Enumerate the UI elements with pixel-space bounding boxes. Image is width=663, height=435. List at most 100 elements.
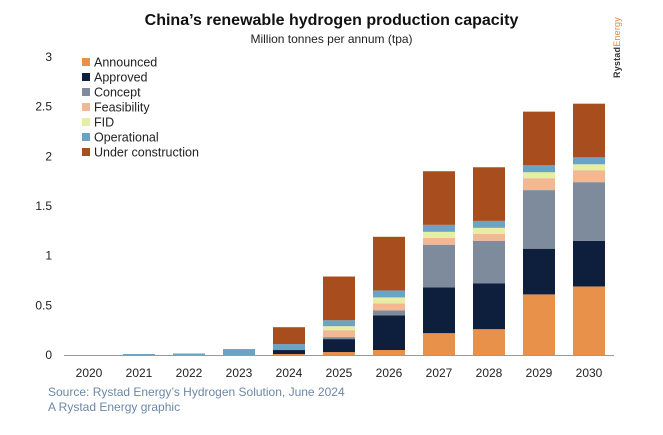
bar-segment-operational (523, 165, 555, 173)
bar-stack-2027 (423, 171, 455, 355)
y-tick-label: 1.5 (35, 199, 52, 213)
bar-segment-operational (473, 220, 505, 228)
legend-swatch (82, 88, 90, 96)
bar-stack-2029 (523, 111, 555, 355)
bar-stack-2030 (573, 103, 605, 355)
bar-segment-announced (323, 352, 355, 355)
bar-segment-announced (523, 294, 555, 355)
bar-segment-under-construction (573, 103, 605, 158)
bar-segment-fid (323, 326, 355, 331)
legend-swatch (82, 58, 90, 66)
y-tick-label: 2 (45, 149, 52, 163)
bar-stack-2028 (473, 167, 505, 355)
bar-segment-operational (223, 349, 255, 355)
bar-segment-concept (373, 310, 405, 316)
bar-segment-feasibility (373, 303, 405, 311)
source-note: Source: Rystad Energy’s Hydrogen Solutio… (48, 385, 345, 415)
bar-segment-operational (273, 344, 305, 351)
bar-segment-approved (523, 248, 555, 295)
x-tick-label: 2022 (176, 366, 203, 380)
bar-segment-announced (373, 350, 405, 355)
bar-segment-announced (423, 333, 455, 355)
x-tick-label: 2024 (276, 366, 303, 380)
bar-segment-feasibility (473, 233, 505, 241)
x-tick-label: 2023 (226, 366, 253, 380)
bar-segment-operational (123, 354, 155, 355)
bar-segment-approved (373, 315, 405, 351)
bar-segment-under-construction (423, 171, 455, 225)
bar-stack-2025 (323, 276, 355, 355)
legend-label: Concept (94, 86, 141, 100)
bar-segment-feasibility (523, 178, 555, 191)
bar-stack-2026 (373, 236, 405, 355)
legend-swatch (82, 118, 90, 126)
y-tick-label: 3 (45, 50, 52, 64)
chart-subtitle: Million tonnes per annum (tpa) (250, 32, 413, 46)
y-tick-label: 1 (45, 249, 52, 263)
legend-label: FID (94, 116, 114, 130)
bar-segment-concept (323, 337, 355, 340)
y-tick-label: 0.5 (35, 298, 52, 312)
bars (123, 103, 605, 355)
bar-stack-2024 (273, 327, 305, 355)
source-line: Source: Rystad Energy’s Hydrogen Solutio… (48, 385, 345, 399)
bar-segment-concept (473, 240, 505, 284)
bar-segment-operational (173, 353, 205, 355)
legend-label: Feasibility (94, 101, 150, 115)
bar-segment-approved (473, 283, 505, 330)
legend-swatch (82, 133, 90, 141)
x-tick-label: 2027 (426, 366, 453, 380)
bar-segment-under-construction (373, 236, 405, 291)
x-tick-label: 2025 (326, 366, 353, 380)
bar-segment-concept (423, 244, 455, 288)
legend: AnnouncedApprovedConceptFeasibilityFIDOp… (82, 56, 199, 160)
bar-segment-under-construction (473, 167, 505, 221)
bar-segment-under-construction (273, 327, 305, 345)
x-axis: 2020 2021 2022 2023 2024 2025 2026 2027 2028 2029… (64, 355, 614, 380)
bar-segment-approved (573, 240, 605, 287)
bar-segment-concept (523, 190, 555, 249)
bar-stack-2021 (123, 354, 155, 355)
chart-title: China’s renewable hydrogen production ca… (144, 12, 519, 29)
bar-segment-fid (373, 297, 405, 304)
x-tick-label: 2026 (376, 366, 403, 380)
bar-segment-fid (473, 227, 505, 234)
legend-swatch (82, 103, 90, 111)
y-tick-label: 0 (45, 348, 52, 362)
bar-segment-fid (523, 172, 555, 179)
legend-label: Announced (94, 56, 157, 70)
x-tick-label: 2020 (76, 366, 103, 380)
bar-segment-concept (573, 182, 605, 241)
bar-segment-fid (423, 231, 455, 238)
bar-segment-under-construction (523, 111, 555, 166)
bar-segment-feasibility (323, 330, 355, 338)
y-axis: 0 0.5 1 1.5 2 2.5 3 (35, 50, 52, 362)
x-tick-label: 2029 (526, 366, 553, 380)
x-tick-label: 2030 (576, 366, 603, 380)
y-tick-label: 2.5 (35, 100, 52, 114)
bar-segment-operational (423, 224, 455, 232)
bar-segment-operational (573, 157, 605, 165)
legend-swatch (82, 148, 90, 156)
x-tick-label: 2021 (126, 366, 153, 380)
bar-segment-feasibility (573, 170, 605, 183)
bar-stack-2023 (223, 349, 255, 355)
legend-swatch (82, 73, 90, 81)
bar-segment-approved (323, 339, 355, 353)
credit-line: A Rystad Energy graphic (48, 400, 181, 414)
bar-segment-feasibility (423, 237, 455, 245)
bar-segment-fid (573, 164, 605, 171)
legend-label: Operational (94, 131, 159, 145)
x-tick-label: 2028 (476, 366, 503, 380)
bar-segment-announced (473, 329, 505, 355)
bar-stack-2022 (173, 353, 205, 355)
bar-segment-announced (273, 354, 305, 355)
bar-segment-approved (273, 350, 305, 355)
legend-label: Under construction (94, 146, 199, 160)
legend-label: Approved (94, 71, 148, 85)
bar-segment-approved (423, 287, 455, 334)
bar-segment-announced (573, 286, 605, 355)
bar-segment-under-construction (323, 276, 355, 321)
bar-segment-operational (373, 290, 405, 298)
